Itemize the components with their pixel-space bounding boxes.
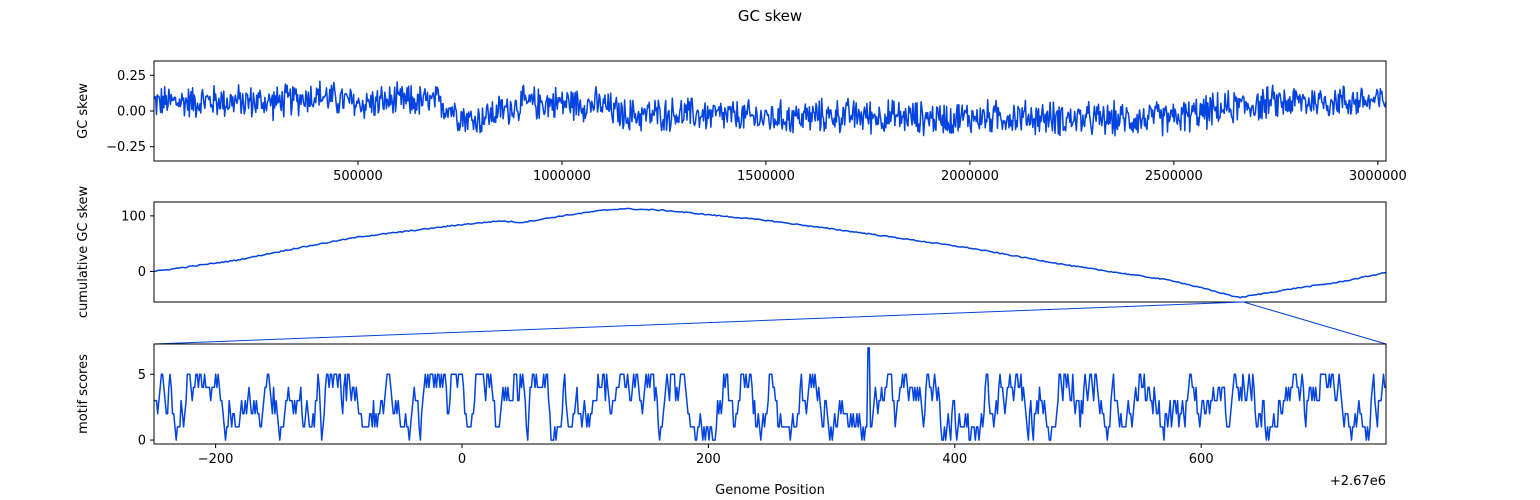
motif-scores-ylabel: motif scores: [76, 354, 91, 434]
gc-skew-panel: GC skew −0.25 0.00 0.25 500000 1000000 15000…: [76, 60, 1407, 184]
x-tick-label: 2500000: [1145, 169, 1203, 184]
zoom-connector-right: [1243, 301, 1387, 345]
x-tick-label: 0: [458, 452, 466, 467]
motif-scores-axes-frame: [153, 343, 1387, 445]
gc-skew-y-ticks: −0.25 0.00 0.25: [106, 69, 154, 155]
x-tick-label: −200: [198, 452, 234, 467]
x-tick-label: 200: [696, 452, 721, 467]
x-tick-label: 600: [1189, 452, 1214, 467]
cumulative-skew-line: [153, 207, 1387, 299]
zoom-connector-left: [153, 301, 1244, 345]
motif-scores-panel: motif scores 05 −200 0 200 400 600 +2.67e6 G…: [76, 343, 1387, 498]
x-tick-label: 3000000: [1349, 169, 1407, 184]
motif-scores-line: [154, 347, 1386, 441]
x-tick-label: 500000: [333, 169, 383, 184]
x-offset-label: +2.67e6: [1330, 474, 1386, 489]
cumulative-skew-y-ticks: 0 100: [121, 209, 154, 280]
x-tick-label: 1000000: [533, 169, 591, 184]
y-tick-label: 0: [138, 265, 146, 280]
gc-skew-line: [153, 80, 1387, 137]
y-tick-label: 100: [121, 209, 146, 224]
cumulative-skew-panel: cumulative GC skew 0 100: [76, 186, 1387, 319]
x-tick-label: 1500000: [737, 169, 795, 184]
cumulative-skew-axes-frame: [153, 201, 1387, 303]
motif-scores-y-ticks: 05: [138, 368, 154, 449]
y-tick-label: 0.00: [117, 105, 146, 120]
x-tick-label: 2000000: [941, 169, 999, 184]
gc-skew-axes-frame: [153, 60, 1387, 162]
y-tick-label: 5: [138, 368, 146, 383]
gc-skew-ylabel: GC skew: [76, 83, 91, 139]
cumulative-skew-ylabel: cumulative GC skew: [76, 186, 91, 319]
y-tick-label: 0: [138, 434, 146, 449]
genome-position-xlabel: Genome Position: [715, 483, 825, 498]
y-tick-label: −0.25: [106, 140, 146, 155]
figure-title: GC skew: [738, 7, 802, 25]
x-tick-label: 400: [942, 452, 967, 467]
motif-scores-x-ticks: −200 0 200 400 600: [198, 444, 1214, 467]
gc-skew-x-ticks: 500000 1000000 1500000 2000000 2500000 300000…: [333, 161, 1407, 184]
y-tick-label: 0.25: [117, 69, 146, 84]
